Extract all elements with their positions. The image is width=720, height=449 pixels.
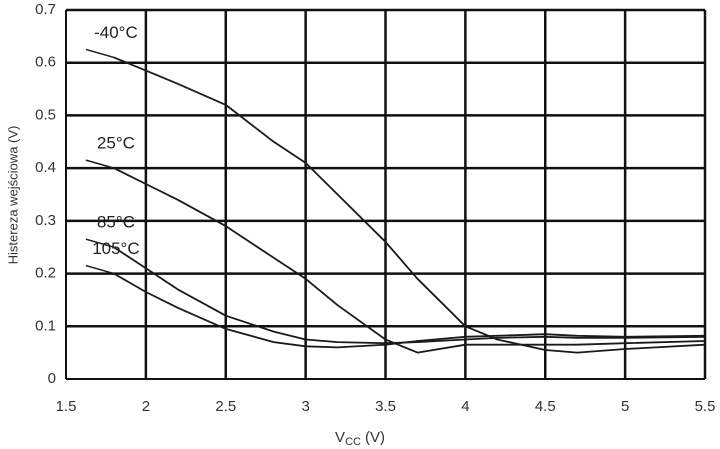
y-tick-label: 0.3 <box>35 212 56 229</box>
y-tick-label: 0 <box>48 370 56 387</box>
x-tick-label: 4 <box>461 398 469 415</box>
x-tick-label: 3.5 <box>375 398 396 415</box>
x-tick-label: 2.5 <box>215 398 236 415</box>
series-line <box>113 167 706 354</box>
series-label: 85°C <box>97 213 135 232</box>
x-tick-label: 1.5 <box>56 398 77 415</box>
y-tick-label: 0.5 <box>35 106 56 123</box>
y-axis-label: Histereza wejściowa (V) <box>5 126 20 265</box>
series-line <box>113 56 706 354</box>
y-tick-label: 0.2 <box>35 265 56 282</box>
x-tick-label: 2 <box>142 398 150 415</box>
y-tick-label: 0.1 <box>35 317 56 334</box>
x-tick-label: 5 <box>621 398 629 415</box>
y-tick-label: 0.7 <box>35 1 56 18</box>
x-tick-label: 4.5 <box>535 398 556 415</box>
y-tick-label: 0.6 <box>35 54 56 71</box>
x-tick-label: 3 <box>301 398 309 415</box>
series-line <box>113 272 706 349</box>
series-label: 25°C <box>97 134 135 153</box>
x-axis-label: VCC (V) <box>335 429 385 448</box>
x-tick-label: 5.5 <box>695 398 716 415</box>
x-label-subscript: CC <box>345 436 361 448</box>
x-label-suffix: (V) <box>365 429 385 446</box>
leader-line <box>85 48 115 59</box>
leader-line <box>85 264 115 275</box>
leader-line <box>85 238 115 248</box>
leader-line <box>85 159 115 169</box>
x-label-symbol: V <box>335 429 345 446</box>
series-label: 105°C <box>92 239 139 258</box>
y-tick-label: 0.4 <box>35 159 56 176</box>
series-label: -40°C <box>94 23 138 42</box>
series-line <box>113 246 706 345</box>
